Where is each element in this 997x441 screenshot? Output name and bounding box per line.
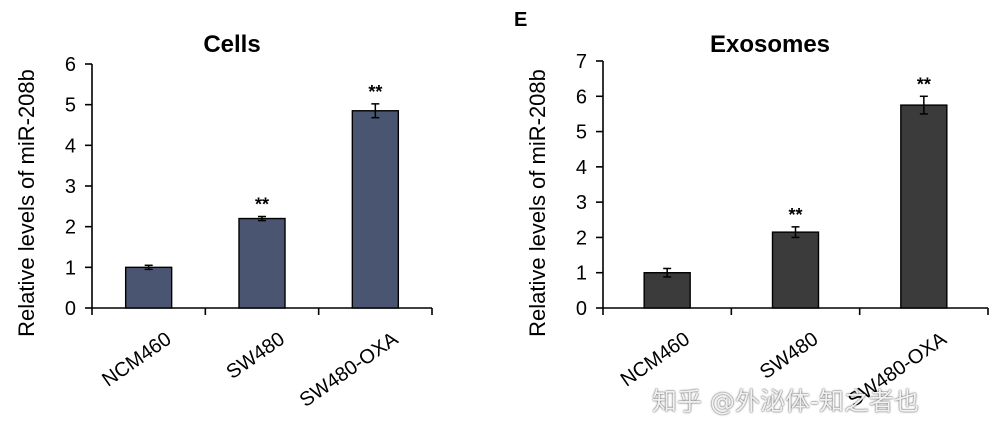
bar (900, 104, 948, 309)
bar (771, 231, 820, 309)
y-tick-label: 1 (576, 263, 587, 285)
chart-title: Cells (203, 31, 260, 58)
x-category-label: SW480 (223, 328, 289, 384)
y-tick-label: 1 (65, 257, 76, 279)
bar (238, 217, 286, 309)
y-tick-label: 5 (576, 122, 587, 144)
y-tick-label: 2 (65, 217, 76, 239)
y-tick-label: 4 (576, 157, 587, 179)
y-tick-label: 6 (65, 54, 76, 76)
significance-label: ** (788, 205, 802, 225)
y-tick-label: 6 (576, 86, 587, 108)
bar (643, 272, 691, 309)
x-category-label: SW480 (756, 328, 822, 384)
y-tick-label: 0 (576, 298, 587, 320)
x-category-label: NCM460 (98, 328, 175, 391)
y-tick-label: 4 (65, 135, 76, 157)
panel-letter: E (514, 9, 527, 31)
significance-label: ** (368, 82, 382, 102)
y-tick-label: 3 (65, 176, 76, 198)
y-tick-label: 5 (65, 95, 76, 117)
chart-exosomes: E Exosomes Relative levels of miR-208b 0… (514, 9, 989, 412)
bar (124, 266, 173, 309)
y-tick-label: 7 (576, 51, 587, 73)
y-axis-label: Relative levels of miR-208b (525, 69, 550, 337)
bar (351, 110, 400, 309)
x-category-label: SW480-OXA (296, 328, 403, 412)
chart-cells: Cells Relative levels of miR-208b 0 1 2 3 4 5… (14, 31, 433, 412)
significance-label: ** (255, 195, 269, 215)
y-axis-label: Relative levels of miR-208b (14, 69, 39, 337)
watermark: 知乎 @外泌体-知之者也 (652, 387, 919, 416)
chart-title: Exosomes (710, 31, 830, 58)
y-tick-label: 2 (576, 227, 587, 249)
y-tick-label: 0 (65, 298, 76, 320)
y-tick-label: 3 (576, 192, 587, 214)
significance-label: ** (917, 74, 931, 94)
